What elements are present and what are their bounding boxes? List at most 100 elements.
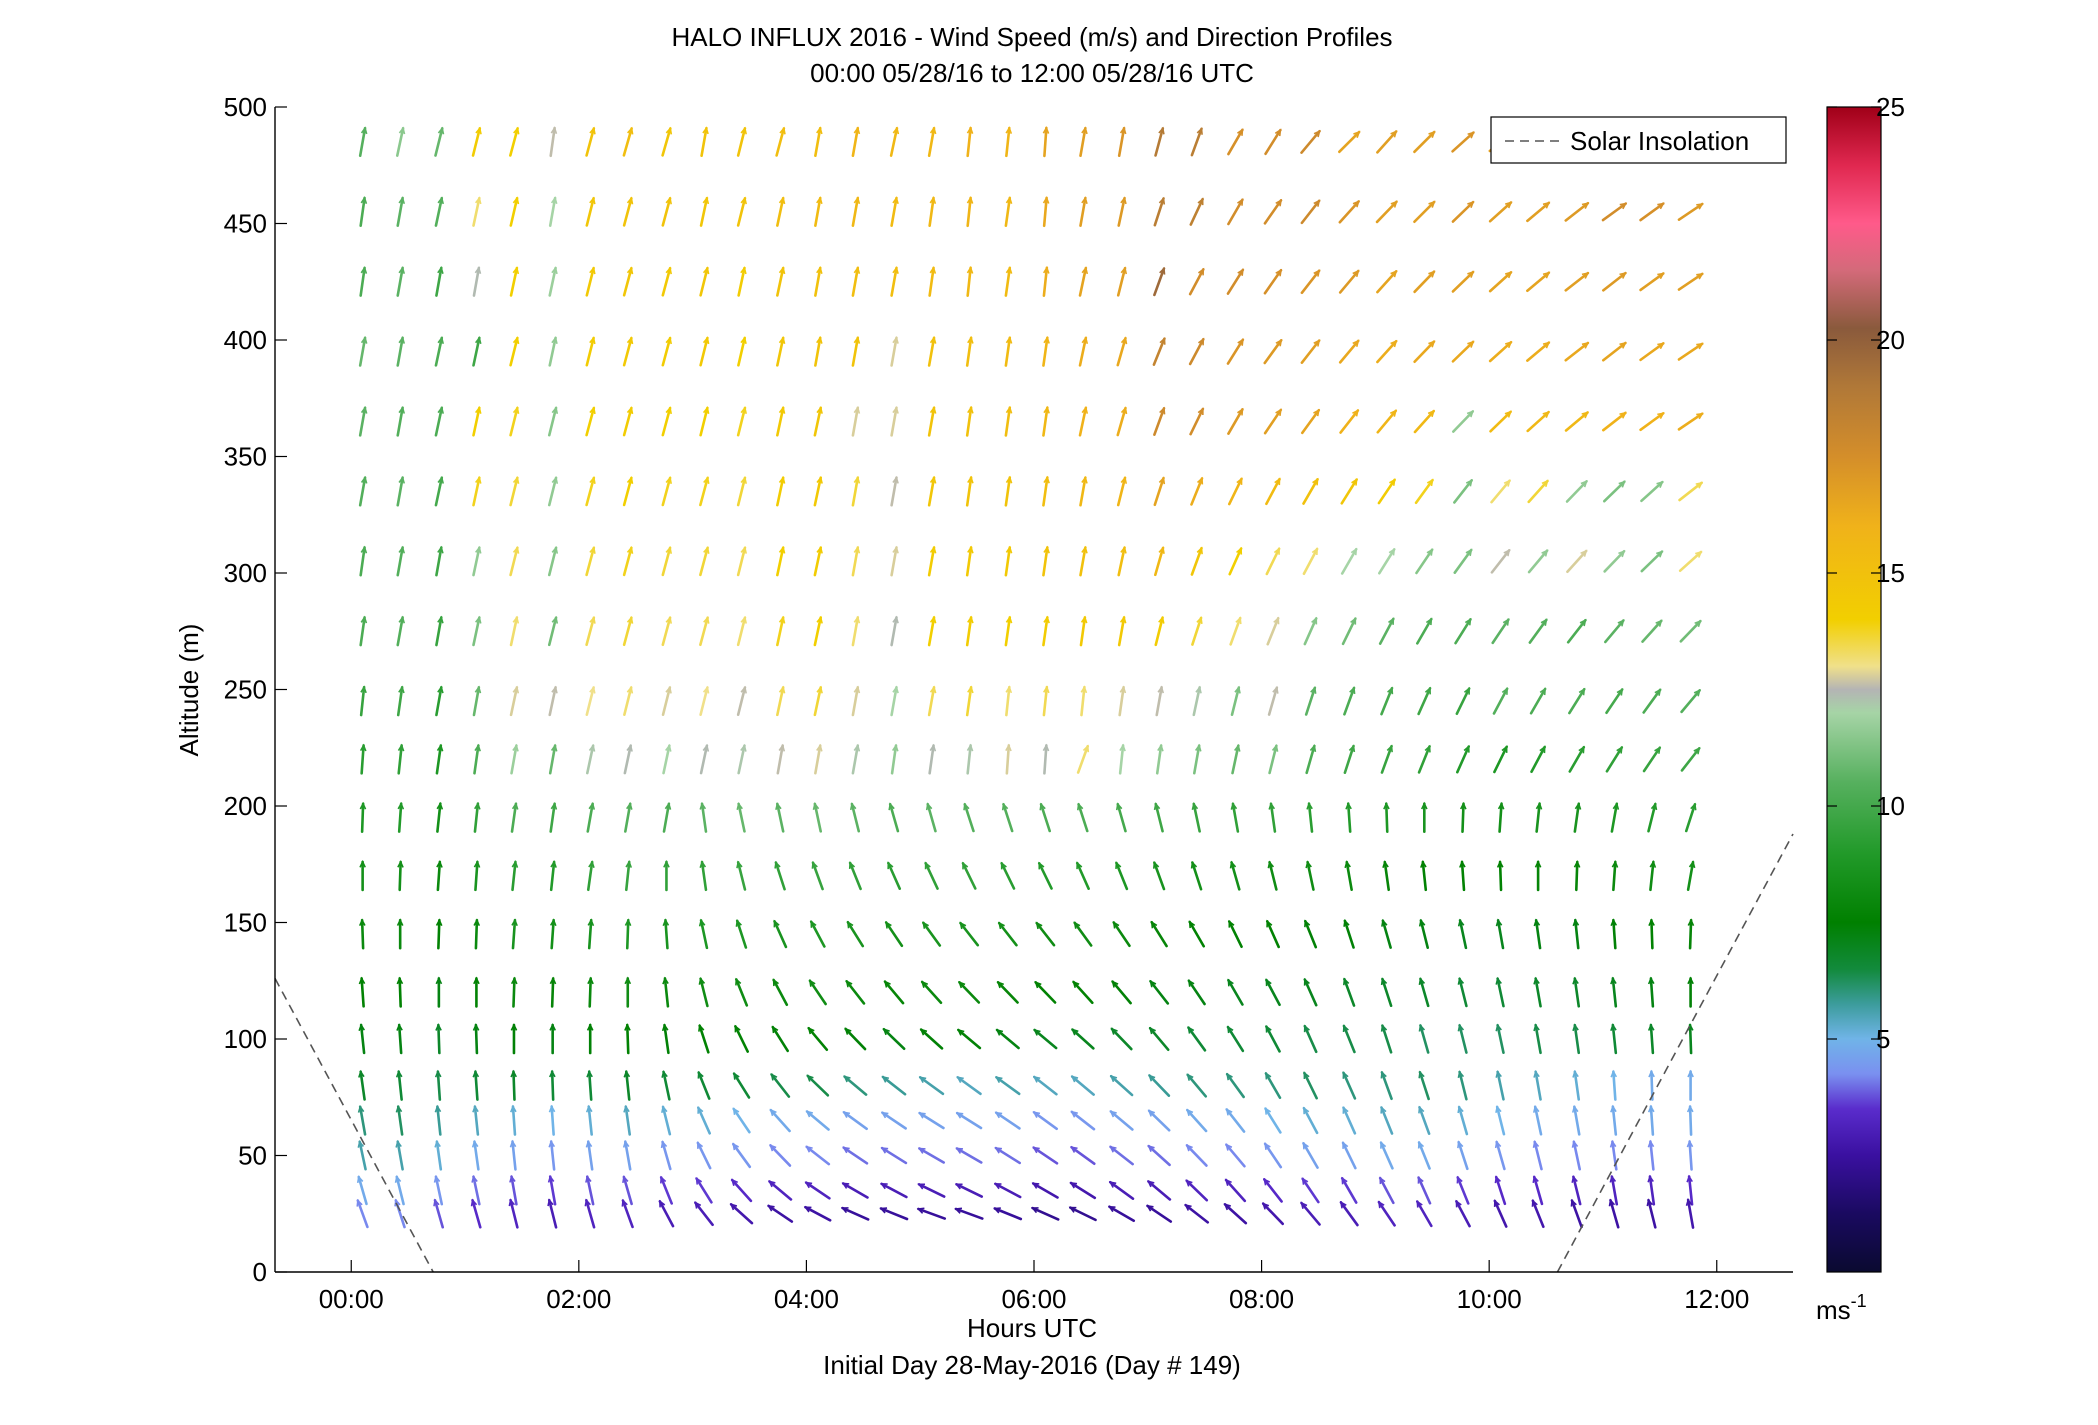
wind-barb-head — [1234, 743, 1241, 752]
wind-barb-shaft — [890, 266, 898, 297]
wind-barb — [813, 475, 823, 507]
wind-barb-head — [1647, 976, 1655, 985]
wind-barb — [1116, 476, 1128, 507]
wind-barb-head — [1196, 546, 1203, 555]
wind-barb-head — [1467, 131, 1475, 139]
wind-barb-shaft — [1417, 1176, 1432, 1205]
wind-barb — [994, 1146, 1022, 1165]
wind-barb-head — [473, 976, 480, 985]
wind-barb-shaft — [814, 744, 822, 775]
wind-barb-head — [916, 1207, 925, 1214]
wind-barb — [955, 1111, 983, 1130]
wind-barb-shaft — [396, 685, 404, 717]
wind-barb-head — [1311, 616, 1318, 625]
wind-barb — [1493, 745, 1508, 774]
wind-barb-head — [1609, 1174, 1617, 1183]
wind-barb — [1680, 746, 1701, 772]
wind-barb-shaft — [1032, 1146, 1059, 1165]
wind-barb-shaft — [736, 196, 747, 227]
legend[interactable]: Solar Insolation — [1490, 116, 1787, 164]
wind-barb — [548, 743, 558, 775]
wind-barb-shaft — [436, 802, 442, 833]
wind-barb-head — [803, 1206, 812, 1213]
wind-barb-head — [845, 979, 853, 988]
wind-barb — [769, 1108, 791, 1133]
wind-barb-head — [1275, 408, 1282, 416]
wind-barb — [1497, 801, 1505, 833]
wind-barb — [808, 979, 827, 1006]
wind-barb-head — [512, 336, 520, 345]
wind-barb-shaft — [1302, 478, 1319, 505]
wind-barb-head — [1197, 267, 1205, 276]
wind-barb-head — [967, 685, 974, 694]
wind-barb-head — [1033, 1028, 1041, 1036]
wind-barb-shaft — [549, 1140, 556, 1171]
wind-barb — [1376, 130, 1398, 154]
wind-barb — [851, 475, 861, 507]
wind-barb-shaft — [696, 1141, 712, 1170]
wind-barb-head — [993, 1207, 1001, 1214]
wind-barb — [434, 406, 444, 437]
wind-barb-head — [1236, 477, 1243, 485]
wind-barb-head — [1072, 980, 1080, 988]
wind-barb-shaft — [851, 686, 860, 717]
wind-barb-shaft — [434, 406, 444, 437]
wind-barb-head — [779, 126, 786, 135]
wind-barb-shaft — [1300, 199, 1321, 225]
wind-barb-shaft — [1187, 1026, 1207, 1052]
wind-barb — [396, 336, 406, 367]
wind-barb-head — [808, 979, 816, 987]
wind-barb-head — [1390, 200, 1398, 208]
wind-barb-shaft — [663, 977, 670, 1008]
wind-barb-head — [665, 126, 673, 135]
wind-barb-shaft — [995, 1076, 1021, 1096]
wind-barb — [813, 615, 823, 647]
wind-barb-head — [778, 615, 786, 624]
x-tick-label: 08:00 — [1229, 1284, 1294, 1314]
colorbar-tick-label: 10 — [1876, 791, 1905, 821]
wind-barb-head — [1657, 202, 1665, 210]
wind-barb-shaft — [1639, 342, 1665, 362]
wind-barb-head — [1494, 1140, 1502, 1149]
wind-barb-shaft — [694, 1201, 714, 1227]
wind-barb — [1112, 921, 1131, 948]
wind-barb-head — [1467, 340, 1475, 348]
wind-barb-head — [929, 545, 937, 554]
wind-barb — [880, 1146, 908, 1165]
wind-barb-head — [1000, 861, 1007, 870]
wind-barb — [1109, 1110, 1134, 1131]
wind-barb-head — [1342, 1106, 1349, 1114]
wind-barb — [736, 615, 747, 647]
wind-barb-head — [1237, 407, 1244, 416]
wind-barb-shaft — [625, 918, 630, 950]
wind-barb-shaft — [1493, 1199, 1508, 1228]
wind-barb-shaft — [624, 1105, 632, 1136]
wind-barb-head — [841, 1182, 850, 1189]
wind-barb — [585, 1174, 595, 1206]
wind-barb-shaft — [585, 196, 595, 227]
wind-barb-shaft — [1339, 409, 1360, 434]
wind-barb-head — [1380, 1070, 1387, 1079]
wind-barb-shaft — [1572, 1175, 1582, 1206]
wind-barb — [1495, 918, 1505, 950]
wind-barb — [1263, 198, 1283, 225]
wind-barb-head — [1081, 336, 1089, 344]
wind-barb-head — [1495, 976, 1502, 985]
wind-barb-shaft — [804, 1181, 831, 1200]
wind-barb-shaft — [1192, 686, 1201, 717]
wind-barb-head — [512, 266, 520, 275]
wind-barb — [699, 336, 710, 367]
wind-barb-shaft — [1004, 546, 1012, 577]
wind-barb-shaft — [1227, 477, 1243, 506]
wind-barb-shaft — [734, 1025, 749, 1053]
wind-barb-head — [1109, 1145, 1117, 1153]
wind-barb-shaft — [1688, 918, 1693, 950]
wind-barb-head — [1350, 617, 1357, 625]
wind-barb — [1413, 200, 1436, 224]
wind-barb-head — [665, 685, 672, 694]
wind-barb-head — [1343, 977, 1350, 986]
wind-barb-shaft — [1111, 980, 1132, 1005]
wind-barb-shaft — [588, 977, 592, 1008]
wind-barb-head — [1532, 1175, 1539, 1184]
wind-barb-shaft — [1264, 1107, 1282, 1134]
